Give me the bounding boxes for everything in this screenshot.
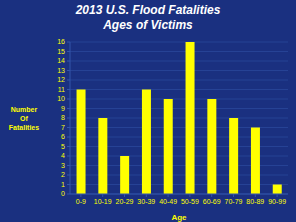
svg-text:2: 2 bbox=[61, 171, 65, 178]
svg-text:16: 16 bbox=[57, 38, 65, 45]
svg-text:20-29: 20-29 bbox=[116, 198, 134, 205]
svg-text:9: 9 bbox=[61, 105, 65, 112]
svg-text:0: 0 bbox=[61, 190, 65, 197]
svg-text:10-19: 10-19 bbox=[94, 198, 112, 205]
html-text:2013 U.S. Flood Fatalities: 2013 U.S. Flood Fatalities bbox=[75, 3, 221, 17]
svg-text:11: 11 bbox=[58, 86, 65, 93]
svg-text:90-99: 90-99 bbox=[268, 198, 286, 205]
svg-text:3: 3 bbox=[61, 162, 65, 169]
html-text:Of: Of bbox=[20, 114, 28, 122]
svg-text:40-49: 40-49 bbox=[159, 198, 177, 205]
svg-text:8: 8 bbox=[61, 114, 65, 121]
html-text:Fatalities: Fatalities bbox=[8, 123, 40, 131]
svg-text:50-59: 50-59 bbox=[181, 198, 199, 205]
svg-text:Age: Age bbox=[171, 213, 187, 222]
svg-text:0-9: 0-9 bbox=[76, 198, 86, 205]
svg-text:15: 15 bbox=[57, 48, 65, 55]
svg-text:10: 10 bbox=[57, 95, 65, 102]
svg-text:60-69: 60-69 bbox=[203, 198, 221, 205]
html-text:Ages of Victims: Ages of Victims bbox=[103, 18, 193, 32]
svg-text:14: 14 bbox=[57, 57, 65, 64]
svg-text:5: 5 bbox=[61, 143, 65, 150]
svg-text:13: 13 bbox=[57, 67, 65, 74]
svg-text:70-79: 70-79 bbox=[225, 198, 243, 205]
svg-text:30-39: 30-39 bbox=[137, 198, 155, 205]
svg-text:7: 7 bbox=[61, 124, 65, 131]
html-text:Number: Number bbox=[10, 105, 38, 113]
svg-text:12: 12 bbox=[57, 76, 65, 83]
svg-text:4: 4 bbox=[61, 152, 65, 159]
svg-text:80-89: 80-89 bbox=[246, 198, 264, 205]
svg-text:1: 1 bbox=[61, 181, 65, 188]
svg-text:6: 6 bbox=[61, 133, 65, 140]
